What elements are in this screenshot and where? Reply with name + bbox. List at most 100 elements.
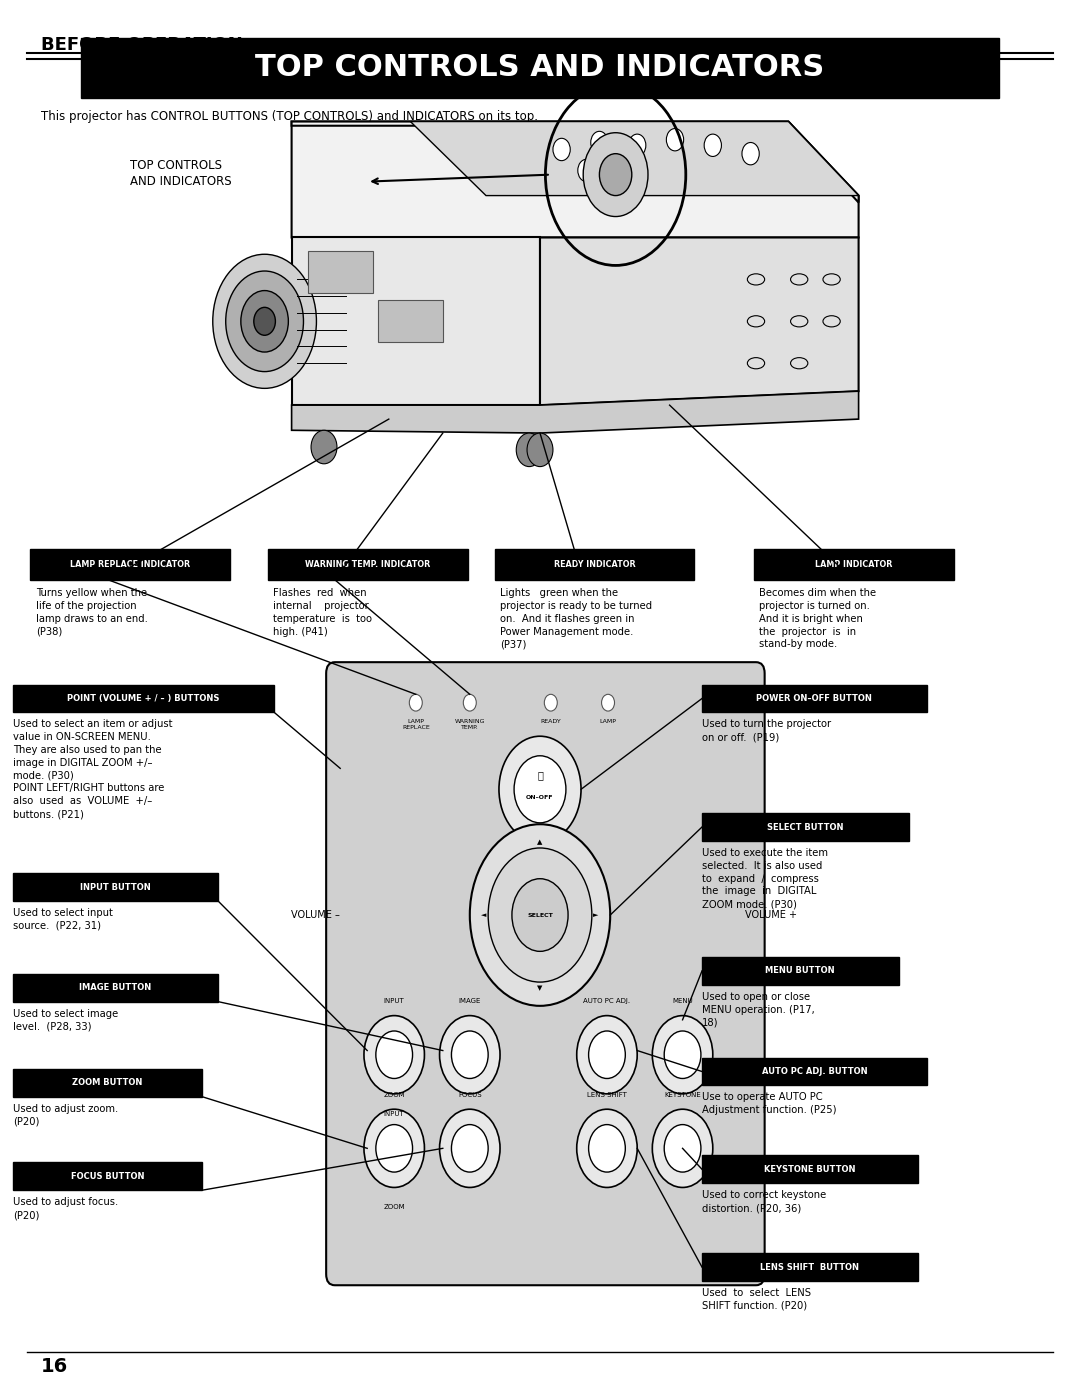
- Text: Used to select image
level.  (P28, 33): Used to select image level. (P28, 33): [13, 1009, 118, 1031]
- Text: LAMP REPLACE INDICATOR: LAMP REPLACE INDICATOR: [70, 560, 190, 569]
- Text: LAMP
REPLACE: LAMP REPLACE: [402, 719, 430, 731]
- FancyBboxPatch shape: [13, 873, 218, 901]
- Circle shape: [241, 291, 288, 352]
- Text: ▲: ▲: [538, 840, 542, 845]
- Circle shape: [602, 694, 615, 711]
- Polygon shape: [410, 122, 859, 196]
- Text: Becomes dim when the
projector is turned on.
And it is bright when
the  projecto: Becomes dim when the projector is turned…: [759, 588, 876, 650]
- Circle shape: [451, 1031, 488, 1078]
- Circle shape: [254, 307, 275, 335]
- Circle shape: [451, 1125, 488, 1172]
- Text: VOLUME –: VOLUME –: [292, 909, 340, 921]
- Text: LAMP INDICATOR: LAMP INDICATOR: [815, 560, 892, 569]
- Text: Used to execute the item
selected.  It is also used
to  expand  /  compress
the : Used to execute the item selected. It is…: [702, 848, 828, 909]
- Text: POINT (VOLUME + / – ) BUTTONS: POINT (VOLUME + / – ) BUTTONS: [67, 694, 220, 703]
- Text: IMAGE: IMAGE: [459, 999, 481, 1004]
- Circle shape: [311, 430, 337, 464]
- Text: INPUT: INPUT: [383, 1111, 405, 1116]
- Text: Used to select an item or adjust
value in ON-SCREEN MENU.
They are also used to : Used to select an item or adjust value i…: [13, 719, 173, 819]
- Circle shape: [440, 1109, 500, 1187]
- Text: TOP CONTROLS AND INDICATORS: TOP CONTROLS AND INDICATORS: [255, 53, 825, 81]
- Polygon shape: [540, 237, 859, 405]
- Circle shape: [652, 1109, 713, 1187]
- Text: READY INDICATOR: READY INDICATOR: [554, 560, 635, 569]
- Text: FOCUS: FOCUS: [458, 1092, 482, 1098]
- FancyBboxPatch shape: [702, 813, 909, 841]
- Text: IMAGE BUTTON: IMAGE BUTTON: [80, 983, 151, 992]
- Circle shape: [364, 1016, 424, 1094]
- FancyBboxPatch shape: [13, 974, 218, 1002]
- Text: POWER ON–OFF BUTTON: POWER ON–OFF BUTTON: [756, 694, 873, 703]
- Text: Turns yellow when the
life of the projection
lamp draws to an end.
(P38): Turns yellow when the life of the projec…: [36, 588, 148, 637]
- Text: ON–OFF: ON–OFF: [526, 795, 554, 800]
- Circle shape: [516, 433, 542, 467]
- Text: Used to adjust zoom.
(P20): Used to adjust zoom. (P20): [13, 1104, 118, 1126]
- Circle shape: [577, 1016, 637, 1094]
- Circle shape: [589, 1031, 625, 1078]
- FancyBboxPatch shape: [378, 300, 443, 342]
- Text: ◄: ◄: [482, 912, 486, 918]
- Polygon shape: [238, 265, 292, 377]
- Text: This projector has CONTROL BUTTONS (TOP CONTROLS) and INDICATORS on its top.: This projector has CONTROL BUTTONS (TOP …: [41, 110, 538, 123]
- FancyBboxPatch shape: [702, 957, 899, 985]
- Text: MENU BUTTON: MENU BUTTON: [766, 967, 835, 975]
- Text: ⏻: ⏻: [537, 770, 543, 781]
- Circle shape: [364, 1109, 424, 1187]
- Text: LAMP: LAMP: [599, 719, 617, 725]
- Text: INPUT BUTTON: INPUT BUTTON: [80, 883, 151, 891]
- Text: Used to correct keystone
distortion. (P20, 36): Used to correct keystone distortion. (P2…: [702, 1190, 826, 1213]
- Circle shape: [583, 133, 648, 217]
- Text: FOCUS BUTTON: FOCUS BUTTON: [70, 1172, 145, 1180]
- Text: ►: ►: [594, 912, 598, 918]
- Circle shape: [742, 142, 759, 165]
- Circle shape: [544, 694, 557, 711]
- Polygon shape: [292, 237, 540, 405]
- Circle shape: [666, 129, 684, 151]
- Polygon shape: [292, 122, 859, 203]
- Polygon shape: [292, 391, 859, 433]
- Text: AUTO PC ADJ.: AUTO PC ADJ.: [583, 999, 631, 1004]
- FancyBboxPatch shape: [702, 1155, 918, 1183]
- Text: Used to adjust focus.
(P20): Used to adjust focus. (P20): [13, 1197, 118, 1220]
- Text: SELECT BUTTON: SELECT BUTTON: [768, 823, 843, 831]
- Text: Used to turn the projector
on or off.  (P19): Used to turn the projector on or off. (P…: [702, 719, 832, 742]
- Circle shape: [499, 736, 581, 842]
- Text: INPUT: INPUT: [383, 999, 405, 1004]
- FancyBboxPatch shape: [308, 251, 373, 293]
- Text: LENS SHIFT  BUTTON: LENS SHIFT BUTTON: [760, 1263, 860, 1271]
- Circle shape: [553, 138, 570, 161]
- Text: ▼: ▼: [538, 985, 542, 990]
- FancyBboxPatch shape: [13, 685, 274, 712]
- FancyBboxPatch shape: [495, 549, 694, 580]
- Text: ZOOM: ZOOM: [383, 1204, 405, 1210]
- Circle shape: [440, 1016, 500, 1094]
- Circle shape: [463, 694, 476, 711]
- FancyBboxPatch shape: [13, 1069, 202, 1097]
- Text: WARNING TEMP. INDICATOR: WARNING TEMP. INDICATOR: [306, 560, 430, 569]
- Circle shape: [591, 131, 608, 154]
- Text: READY: READY: [540, 719, 562, 725]
- FancyBboxPatch shape: [13, 1162, 202, 1190]
- Circle shape: [514, 756, 566, 823]
- Circle shape: [226, 271, 303, 372]
- FancyBboxPatch shape: [702, 1058, 927, 1085]
- Text: BEFORE OPERATION: BEFORE OPERATION: [41, 36, 243, 54]
- Circle shape: [629, 134, 646, 156]
- Circle shape: [512, 879, 568, 951]
- Text: VOLUME +: VOLUME +: [745, 909, 797, 921]
- Circle shape: [488, 848, 592, 982]
- Text: KEYSTONE: KEYSTONE: [664, 1092, 701, 1098]
- Text: AUTO PC ADJ. BUTTON: AUTO PC ADJ. BUTTON: [761, 1067, 867, 1076]
- Circle shape: [578, 159, 595, 182]
- Circle shape: [664, 1031, 701, 1078]
- Text: Used to select input
source.  (P22, 31): Used to select input source. (P22, 31): [13, 908, 112, 930]
- Circle shape: [577, 1109, 637, 1187]
- Circle shape: [470, 824, 610, 1006]
- Text: ZOOM: ZOOM: [383, 1092, 405, 1098]
- FancyBboxPatch shape: [30, 549, 230, 580]
- Text: Used to open or close
MENU operation. (P17,
18): Used to open or close MENU operation. (P…: [702, 992, 814, 1027]
- Text: Lights   green when the
projector is ready to be turned
on.  And it flashes gree: Lights green when the projector is ready…: [500, 588, 652, 650]
- Text: Used  to  select  LENS
SHIFT function. (P20): Used to select LENS SHIFT function. (P20…: [702, 1288, 811, 1310]
- Circle shape: [376, 1031, 413, 1078]
- Text: TOP CONTROLS
AND INDICATORS: TOP CONTROLS AND INDICATORS: [130, 159, 231, 189]
